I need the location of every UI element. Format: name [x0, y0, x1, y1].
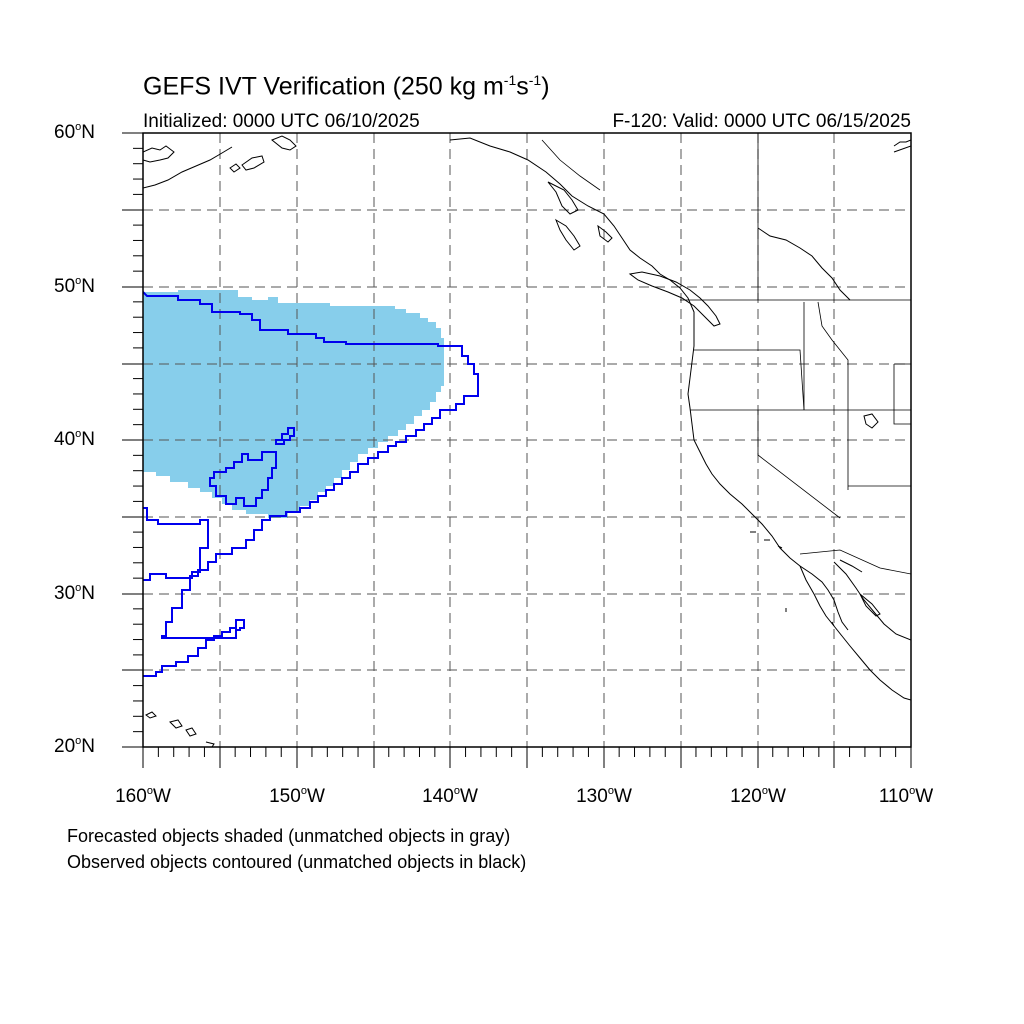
graticule: [143, 133, 911, 747]
lat-label: 60oN: [54, 121, 95, 143]
lat-label: 30oN: [54, 582, 95, 604]
page-title: GEFS IVT Verification (250 kg m-1s-1): [143, 72, 550, 101]
legend-forecast-note: Forecasted objects shaded (unmatched obj…: [67, 826, 511, 846]
lon-label: 160oW: [115, 785, 171, 807]
lat-label: 40oN: [54, 428, 95, 450]
observed-contours: [143, 291, 479, 677]
lon-label: 130oW: [576, 785, 632, 807]
valid-time: F-120: Valid: 0000 UTC 06/15/2025: [612, 111, 911, 132]
lon-label: 150oW: [269, 785, 325, 807]
coastlines: [143, 135, 911, 747]
lon-label: 120oW: [730, 785, 786, 807]
lat-label: 50oN: [54, 275, 95, 297]
minor-ticks: [133, 147, 897, 757]
lat-label: 20oN: [54, 735, 95, 757]
legend-observed-note: Observed objects contoured (unmatched ob…: [67, 852, 527, 872]
initialized-time: Initialized: 0000 UTC 06/10/2025: [143, 111, 420, 132]
lon-label: 140oW: [422, 785, 478, 807]
forecast-object: [143, 290, 444, 518]
axis-ticks: [122, 132, 912, 768]
political-boundaries: [541, 133, 911, 575]
lon-label: 110oW: [878, 785, 934, 807]
